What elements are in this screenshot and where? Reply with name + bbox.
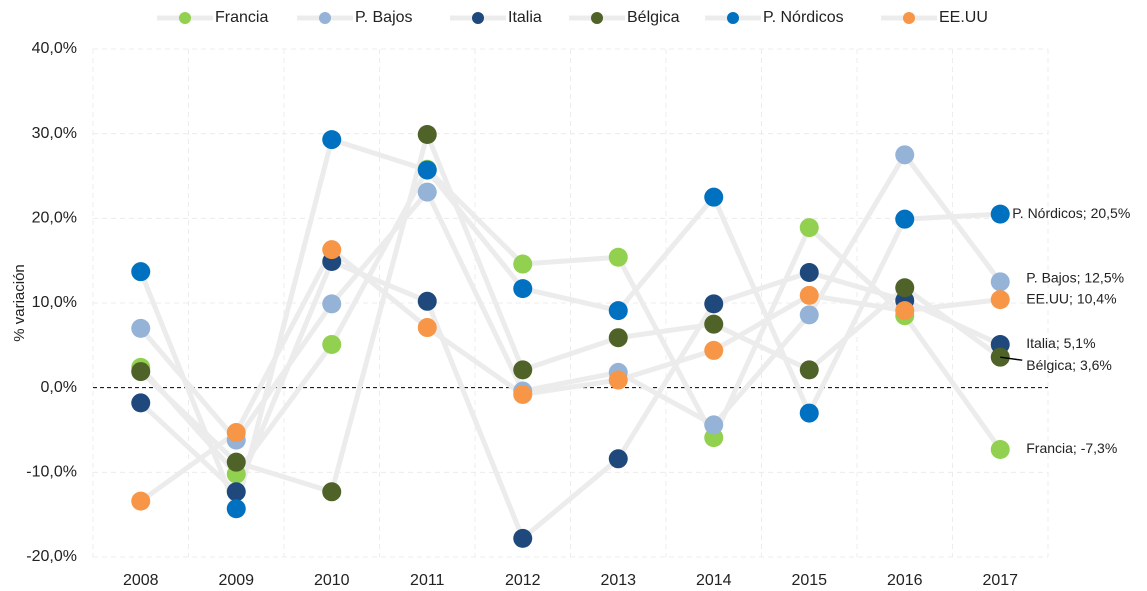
- data-point: [895, 209, 915, 229]
- legend-marker: [472, 12, 484, 24]
- data-point: [608, 247, 628, 267]
- data-label: Bélgica; 3,6%: [1026, 357, 1112, 373]
- data-point: [226, 499, 246, 519]
- data-point: [704, 415, 724, 435]
- data-point: [513, 528, 533, 548]
- data-point: [131, 262, 151, 282]
- y-tick-label: -20,0%: [26, 548, 77, 565]
- data-point: [799, 285, 819, 305]
- data-point: [799, 218, 819, 238]
- legend-label: Francia: [215, 9, 268, 26]
- data-point: [895, 278, 915, 298]
- y-tick-label: 0,0%: [41, 379, 77, 396]
- data-label: P. Nórdicos; 20,5%: [1012, 205, 1130, 221]
- legend-label: EE.UU: [939, 9, 988, 26]
- series-line: [139, 132, 1002, 495]
- legend-label: Italia: [508, 9, 542, 26]
- legend-marker: [727, 12, 739, 24]
- data-point: [417, 160, 437, 180]
- x-tick-label: 2012: [505, 572, 541, 589]
- data-point: [799, 360, 819, 380]
- data-point: [608, 301, 628, 321]
- x-tick-label: 2015: [791, 572, 827, 589]
- data-point: [990, 204, 1010, 224]
- data-point: [131, 362, 151, 382]
- data-point: [417, 318, 437, 338]
- legend-item: P. Nórdicos: [705, 9, 844, 26]
- data-point: [417, 182, 437, 202]
- data-point: [322, 240, 342, 260]
- y-tick-label: 30,0%: [32, 125, 77, 142]
- data-point: [704, 187, 724, 207]
- series-line: [139, 247, 1001, 504]
- data-point: [704, 314, 724, 334]
- data-point: [322, 130, 342, 150]
- data-point: [704, 340, 724, 360]
- y-axis-label: % variación: [11, 264, 28, 342]
- x-tick-label: 2008: [123, 572, 159, 589]
- data-point: [226, 452, 246, 472]
- legend-item: EE.UU: [881, 9, 988, 26]
- y-tick-label: 10,0%: [32, 294, 77, 311]
- data-point: [513, 279, 533, 299]
- x-tick-label: 2011: [410, 572, 445, 589]
- data-point: [799, 263, 819, 283]
- data-point: [608, 449, 628, 469]
- x-tick-label: 2009: [218, 572, 254, 589]
- legend-item: P. Bajos: [297, 9, 413, 26]
- data-point: [704, 294, 724, 314]
- data-point: [608, 328, 628, 348]
- x-tick-label: 2017: [982, 572, 1018, 589]
- x-tick-label: 2016: [887, 572, 923, 589]
- data-point: [799, 305, 819, 325]
- data-point: [226, 482, 246, 502]
- y-tick-label: -10,0%: [26, 464, 77, 481]
- data-point: [990, 439, 1010, 459]
- data-point: [322, 482, 342, 502]
- legend-marker: [591, 12, 603, 24]
- data-point: [417, 291, 437, 311]
- data-point: [131, 318, 151, 338]
- legend-item: Bélgica: [569, 9, 680, 26]
- series-line: [139, 259, 1002, 541]
- series-line: [138, 166, 1003, 477]
- data-point: [513, 360, 533, 380]
- data-label: Francia; -7,3%: [1026, 440, 1117, 456]
- leader-line: [1000, 356, 1023, 361]
- legend-marker: [903, 12, 915, 24]
- data-point: [608, 370, 628, 390]
- y-tick-label: 20,0%: [32, 210, 77, 227]
- data-point: [322, 294, 342, 314]
- data-point: [513, 254, 533, 274]
- x-tick-label: 2014: [696, 572, 732, 589]
- data-point: [131, 491, 151, 511]
- legend-item: Francia: [157, 9, 268, 26]
- data-point: [799, 403, 819, 423]
- legend-label: P. Bajos: [355, 9, 413, 26]
- legend-label: P. Nórdicos: [763, 9, 844, 26]
- data-point: [990, 290, 1010, 310]
- data-point: [322, 334, 342, 354]
- data-label: Italia; 5,1%: [1026, 335, 1095, 351]
- data-label: EE.UU; 10,4%: [1026, 290, 1116, 306]
- x-tick-label: 2010: [314, 572, 350, 589]
- data-point: [513, 384, 533, 404]
- data-point: [895, 145, 915, 165]
- legend-label: Bélgica: [627, 9, 680, 26]
- y-tick-label: 40,0%: [32, 40, 77, 57]
- legend-marker: [319, 12, 331, 24]
- data-point: [895, 301, 915, 321]
- data-label: P. Bajos; 12,5%: [1026, 270, 1124, 286]
- series-line: [138, 137, 1001, 512]
- legend-item: Italia: [450, 9, 542, 26]
- x-tick-label: 2013: [600, 572, 636, 589]
- data-point: [990, 272, 1010, 292]
- data-point: [131, 393, 151, 413]
- data-point: [226, 423, 246, 443]
- data-point: [417, 125, 437, 145]
- legend-marker: [179, 12, 191, 24]
